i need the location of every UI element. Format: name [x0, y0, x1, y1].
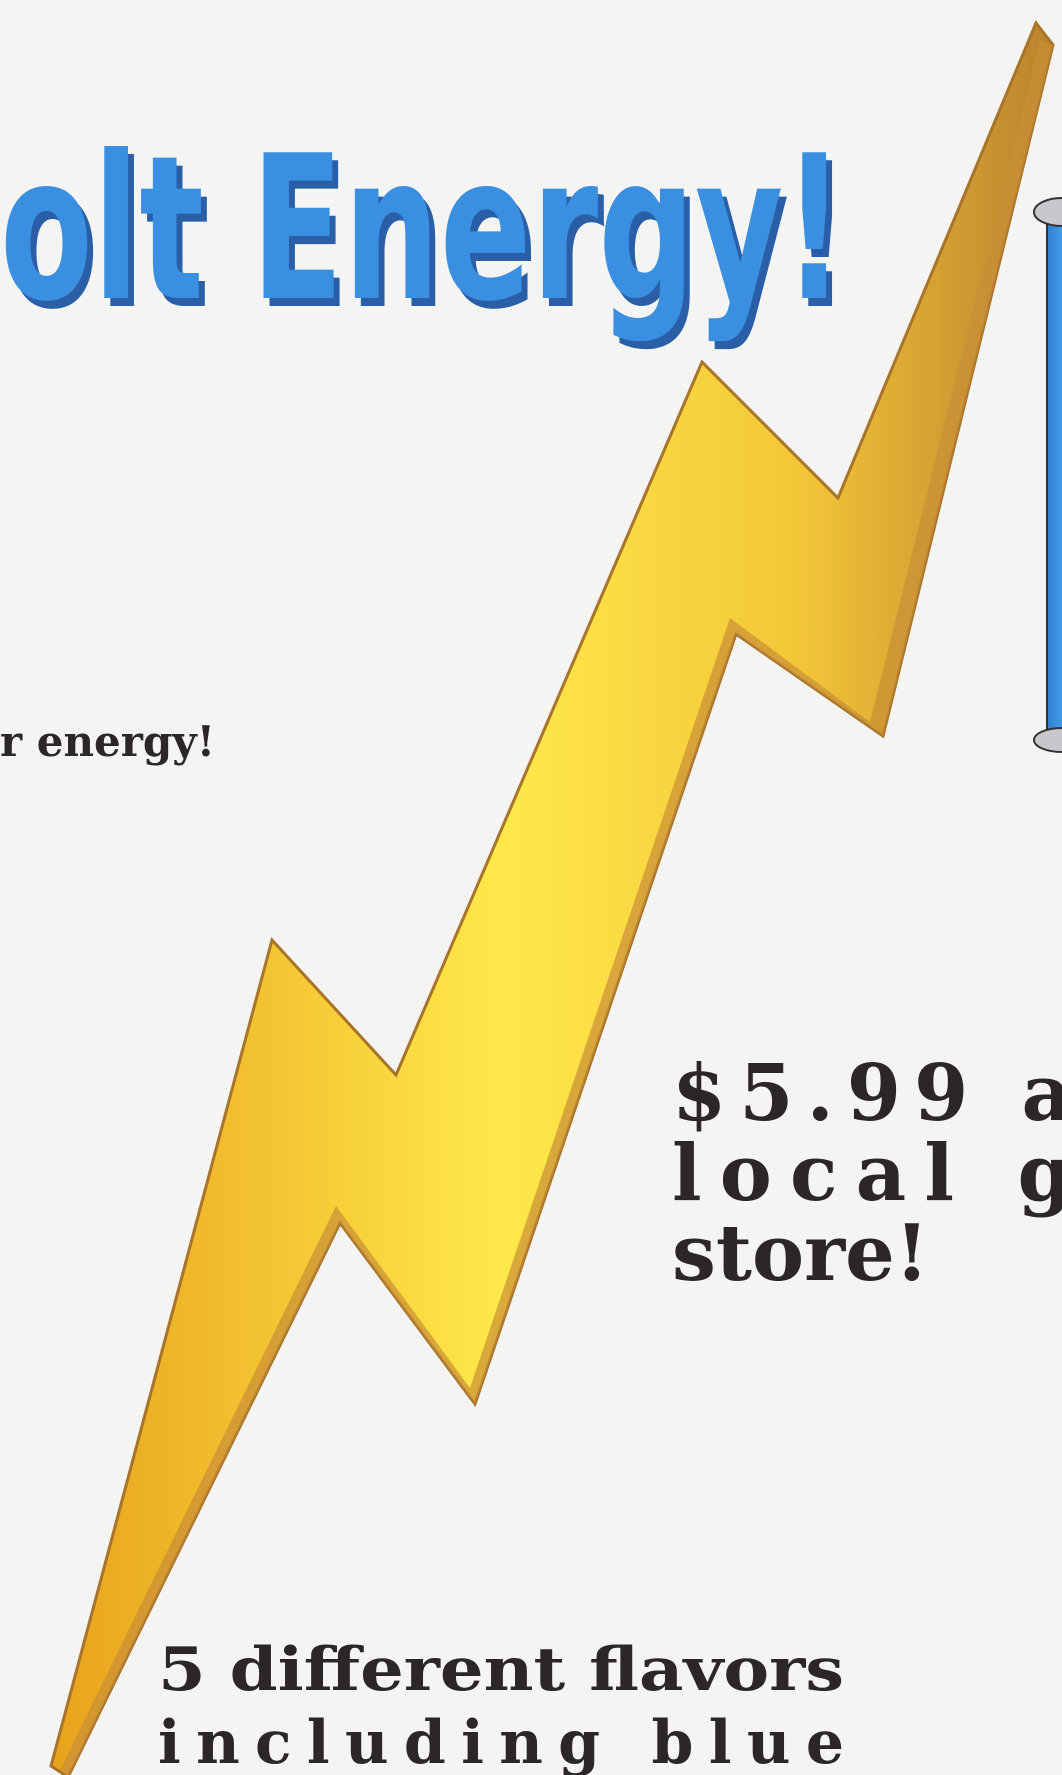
- flavors-line: including blue: [158, 1708, 844, 1775]
- price-line: $5.99 a: [672, 1048, 1062, 1139]
- flavors-line: 5 different flavors: [158, 1635, 844, 1705]
- price-line: local g: [672, 1128, 1062, 1219]
- price-line: store!: [672, 1208, 929, 1299]
- can-body: [1047, 210, 1062, 740]
- can-bottom: [1034, 728, 1062, 752]
- can-top: [1034, 198, 1062, 226]
- title: olt Energy!: [0, 113, 845, 346]
- tagline: r energy!: [0, 717, 215, 766]
- flyer: olt Energy! olt Energy! r energy! $5.99 …: [0, 0, 1062, 1775]
